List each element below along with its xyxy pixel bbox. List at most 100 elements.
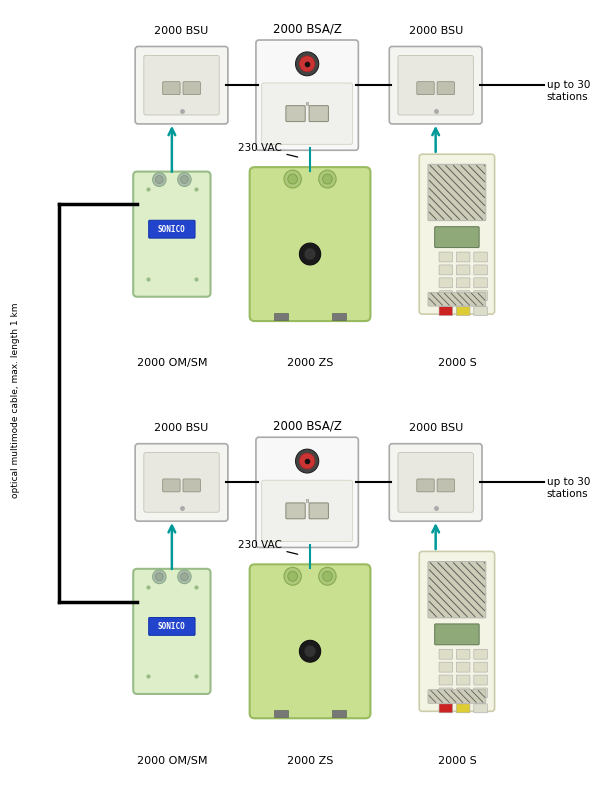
FancyBboxPatch shape — [439, 278, 452, 288]
FancyBboxPatch shape — [389, 46, 482, 124]
FancyBboxPatch shape — [250, 167, 370, 321]
FancyBboxPatch shape — [439, 265, 452, 275]
Circle shape — [296, 449, 319, 473]
Circle shape — [319, 170, 336, 188]
Circle shape — [155, 573, 163, 581]
FancyBboxPatch shape — [183, 82, 200, 94]
FancyBboxPatch shape — [286, 503, 305, 518]
Text: SONICO: SONICO — [158, 225, 186, 234]
Circle shape — [178, 570, 191, 584]
Circle shape — [152, 173, 166, 186]
FancyBboxPatch shape — [183, 479, 200, 492]
FancyBboxPatch shape — [439, 704, 452, 713]
Text: 2000 BSU: 2000 BSU — [409, 26, 463, 36]
Circle shape — [288, 174, 298, 184]
Circle shape — [178, 173, 191, 186]
FancyBboxPatch shape — [437, 82, 454, 94]
FancyBboxPatch shape — [428, 562, 486, 618]
FancyBboxPatch shape — [439, 252, 452, 262]
FancyBboxPatch shape — [389, 444, 482, 521]
FancyBboxPatch shape — [256, 40, 358, 150]
Text: optical multimode cable, max. length 1 km: optical multimode cable, max. length 1 k… — [11, 302, 20, 498]
Circle shape — [299, 243, 320, 265]
Text: 230 VAC: 230 VAC — [238, 540, 298, 554]
FancyBboxPatch shape — [439, 662, 452, 672]
FancyBboxPatch shape — [474, 704, 487, 713]
Circle shape — [284, 567, 301, 586]
Circle shape — [304, 248, 316, 260]
FancyBboxPatch shape — [309, 106, 328, 122]
FancyBboxPatch shape — [474, 306, 487, 315]
FancyBboxPatch shape — [434, 624, 479, 645]
FancyBboxPatch shape — [474, 278, 487, 288]
Circle shape — [288, 571, 298, 582]
Text: lll: lll — [305, 102, 309, 106]
FancyBboxPatch shape — [457, 278, 470, 288]
FancyBboxPatch shape — [457, 662, 470, 672]
FancyBboxPatch shape — [457, 252, 470, 262]
FancyBboxPatch shape — [457, 290, 470, 301]
Circle shape — [284, 170, 301, 188]
FancyBboxPatch shape — [474, 662, 487, 672]
FancyBboxPatch shape — [419, 154, 494, 314]
FancyBboxPatch shape — [256, 438, 358, 547]
Circle shape — [323, 571, 332, 582]
Circle shape — [299, 453, 315, 469]
FancyBboxPatch shape — [417, 479, 434, 492]
Circle shape — [296, 52, 319, 76]
FancyBboxPatch shape — [474, 675, 487, 685]
Text: 2000 BSU: 2000 BSU — [154, 423, 209, 433]
FancyBboxPatch shape — [457, 650, 470, 659]
Circle shape — [299, 640, 320, 662]
FancyBboxPatch shape — [474, 265, 487, 275]
FancyBboxPatch shape — [457, 265, 470, 275]
FancyBboxPatch shape — [133, 569, 211, 694]
FancyBboxPatch shape — [262, 83, 353, 144]
FancyBboxPatch shape — [439, 650, 452, 659]
FancyBboxPatch shape — [163, 82, 180, 94]
FancyBboxPatch shape — [457, 688, 470, 698]
Circle shape — [155, 175, 163, 183]
Text: lll: lll — [305, 499, 309, 504]
FancyBboxPatch shape — [250, 564, 370, 718]
FancyBboxPatch shape — [474, 650, 487, 659]
FancyBboxPatch shape — [144, 453, 219, 512]
FancyBboxPatch shape — [262, 480, 353, 542]
Circle shape — [323, 174, 332, 184]
Bar — [274, 313, 288, 320]
FancyBboxPatch shape — [457, 704, 470, 713]
FancyBboxPatch shape — [439, 688, 452, 698]
FancyBboxPatch shape — [419, 551, 494, 711]
Text: 2000 S: 2000 S — [437, 358, 476, 368]
FancyBboxPatch shape — [144, 55, 219, 115]
Circle shape — [304, 646, 316, 658]
Text: 2000 ZS: 2000 ZS — [287, 755, 333, 766]
Circle shape — [319, 567, 336, 586]
Text: 2000 OM/SM: 2000 OM/SM — [137, 755, 207, 766]
Text: 230 VAC: 230 VAC — [238, 142, 298, 157]
Text: 2000 BSU: 2000 BSU — [409, 423, 463, 433]
Text: 2000 BSU: 2000 BSU — [154, 26, 209, 36]
Text: 2000 BSA/Z: 2000 BSA/Z — [273, 22, 341, 36]
Circle shape — [181, 175, 188, 183]
Text: 2000 BSA/Z: 2000 BSA/Z — [273, 420, 341, 433]
Text: 2000 OM/SM: 2000 OM/SM — [137, 358, 207, 368]
FancyBboxPatch shape — [457, 306, 470, 315]
FancyBboxPatch shape — [474, 290, 487, 301]
FancyBboxPatch shape — [398, 55, 473, 115]
FancyBboxPatch shape — [439, 306, 452, 315]
FancyBboxPatch shape — [398, 453, 473, 512]
Text: up to 30
stations: up to 30 stations — [547, 478, 590, 499]
FancyBboxPatch shape — [439, 675, 452, 685]
FancyBboxPatch shape — [133, 171, 211, 297]
FancyBboxPatch shape — [457, 675, 470, 685]
FancyBboxPatch shape — [135, 444, 228, 521]
Text: SONICO: SONICO — [158, 622, 186, 631]
FancyBboxPatch shape — [428, 690, 486, 703]
FancyBboxPatch shape — [135, 46, 228, 124]
FancyBboxPatch shape — [149, 220, 195, 238]
FancyBboxPatch shape — [309, 503, 328, 518]
Text: 2000 S: 2000 S — [437, 755, 476, 766]
FancyBboxPatch shape — [474, 688, 487, 698]
FancyBboxPatch shape — [428, 164, 486, 221]
